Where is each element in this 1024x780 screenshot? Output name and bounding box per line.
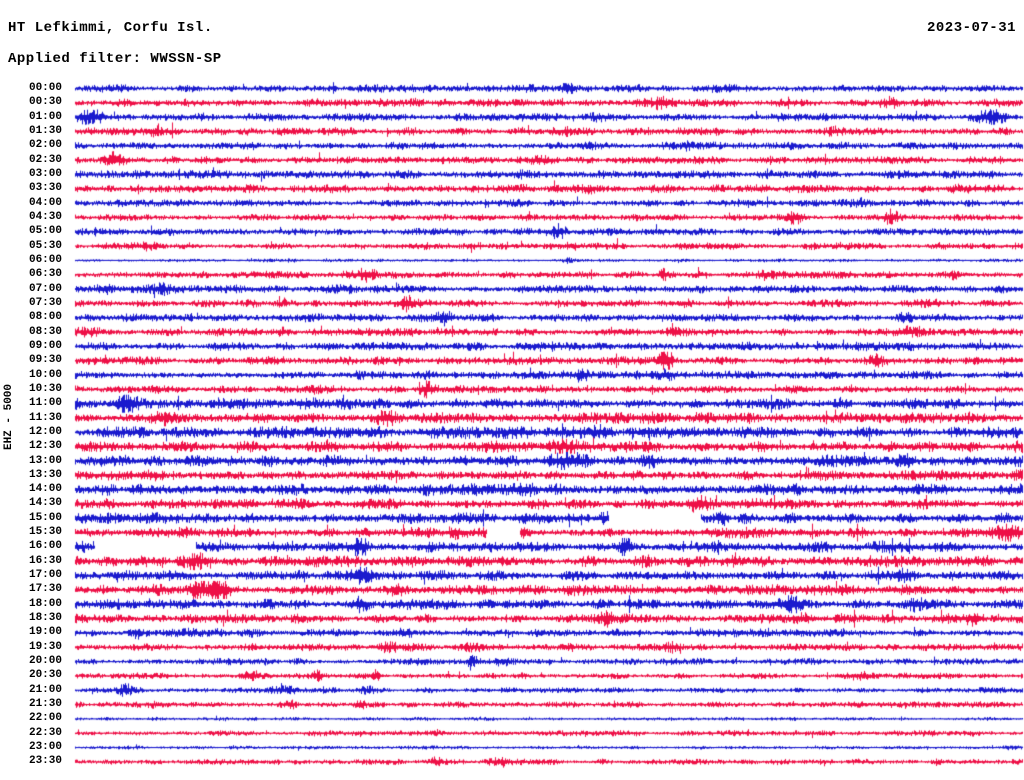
- time-label: 22:00: [28, 712, 62, 725]
- time-label: 23:30: [28, 755, 62, 768]
- time-label: 05:30: [28, 239, 62, 252]
- applied-filter-label: Applied filter: WWSSN-SP: [8, 51, 222, 67]
- time-label: 13:00: [28, 454, 62, 467]
- time-label: 04:30: [28, 210, 62, 223]
- time-label: 03:30: [28, 182, 62, 195]
- time-label: 01:00: [28, 110, 62, 123]
- time-label: 07:30: [28, 296, 62, 309]
- time-label: 17:00: [28, 569, 62, 582]
- time-label: 08:30: [28, 325, 62, 338]
- time-label: 08:00: [28, 311, 62, 324]
- time-label: 19:30: [28, 640, 62, 653]
- time-label: 09:00: [28, 339, 62, 352]
- time-label: 23:00: [28, 741, 62, 754]
- time-label: 15:00: [28, 511, 62, 524]
- time-label: 06:00: [28, 253, 62, 266]
- time-label: 16:30: [28, 554, 62, 567]
- time-label: 01:30: [28, 124, 62, 137]
- time-label: 18:30: [28, 612, 62, 625]
- time-label: 07:00: [28, 282, 62, 295]
- time-label: 14:00: [28, 483, 62, 496]
- time-label: 12:00: [28, 425, 62, 438]
- time-label: 15:30: [28, 526, 62, 539]
- time-label: 20:30: [28, 669, 62, 682]
- time-label: 13:30: [28, 468, 62, 481]
- time-label: 05:00: [28, 225, 62, 238]
- time-label: 20:00: [28, 655, 62, 668]
- time-label: 02:00: [28, 139, 62, 152]
- time-label: 21:00: [28, 683, 62, 696]
- time-label: 00:30: [28, 96, 62, 109]
- time-label: 04:00: [28, 196, 62, 209]
- time-label: 10:30: [28, 382, 62, 395]
- time-label: 16:00: [28, 540, 62, 553]
- time-label: 14:30: [28, 497, 62, 510]
- time-label: 17:30: [28, 583, 62, 596]
- time-label: 11:00: [28, 397, 62, 410]
- plot-date: 2023-07-31: [926, 20, 1016, 36]
- time-label: 12:30: [28, 440, 62, 453]
- time-label: 03:00: [28, 167, 62, 180]
- time-label: 00:00: [28, 82, 62, 94]
- time-label: 11:30: [28, 411, 62, 424]
- time-label: 10:00: [28, 368, 62, 381]
- time-label: 19:00: [28, 626, 62, 639]
- time-label: 09:30: [28, 354, 62, 367]
- time-label: 22:30: [28, 726, 62, 739]
- station-title: HT Lefkimmi, Corfu Isl.: [8, 20, 213, 36]
- time-label: 06:30: [28, 268, 62, 281]
- time-label: 02:30: [28, 153, 62, 166]
- time-label: 21:30: [28, 698, 62, 711]
- time-label: 18:00: [28, 597, 62, 610]
